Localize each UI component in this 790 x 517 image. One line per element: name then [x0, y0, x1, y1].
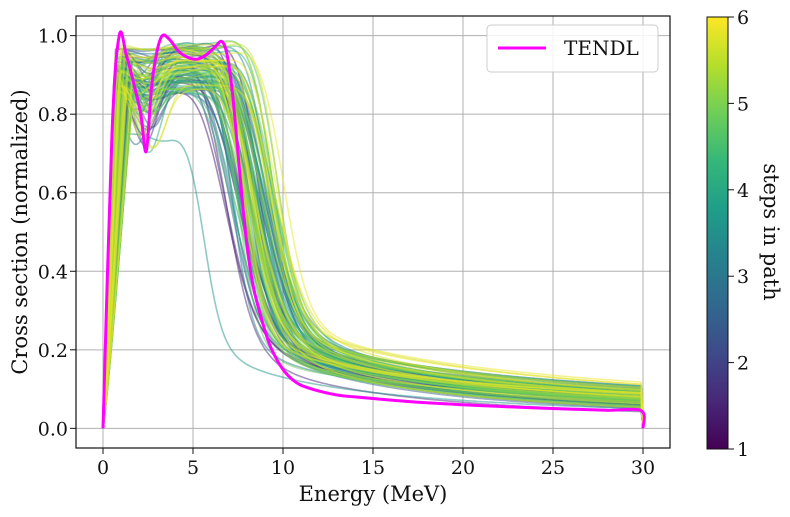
y-tick-label: 0.6: [38, 183, 68, 205]
ensemble-curves: [102, 40, 644, 429]
colorbar-tick-label: 5: [737, 93, 749, 115]
ensemble-curve: [102, 52, 644, 429]
x-tick-label: 0: [97, 457, 109, 479]
colorbar-tick-label: 2: [737, 353, 749, 375]
y-axis-label: Cross section (normalized): [8, 89, 32, 374]
colorbar-ticks: 1 2 3 4 5 6: [728, 7, 749, 461]
legend: TENDL: [486, 24, 659, 73]
legend-box: [486, 24, 659, 73]
ensemble-curve: [102, 64, 644, 429]
y-tick-label: 0.0: [38, 418, 68, 440]
colorbar-bar: [706, 16, 729, 450]
x-tick-label: 10: [271, 457, 295, 479]
y-tick-label: 1.0: [38, 26, 68, 48]
colorbar-label: steps in path: [759, 163, 783, 300]
colorbar-tick-label: 1: [737, 439, 749, 461]
x-axis-label: Energy (MeV): [299, 482, 448, 506]
tendl-series: [101, 30, 646, 429]
colorbar: 1 2 3 4 5 6 steps in path: [706, 7, 783, 461]
tendl-line: [101, 30, 646, 429]
x-tick-label: 5: [187, 457, 199, 479]
x-tick-label: 15: [361, 457, 385, 479]
ensemble-curve: [102, 41, 644, 429]
colorbar-tick-label: 3: [737, 266, 749, 288]
y-tick-label: 0.4: [38, 261, 68, 283]
legend-tendl-label: TENDL: [564, 36, 639, 60]
y-tick-label: 0.8: [38, 104, 68, 126]
ensemble-curve: [102, 133, 644, 429]
colorbar-tick-label: 4: [737, 180, 749, 202]
ensemble-curve: [102, 59, 644, 429]
x-tick-label: 25: [541, 457, 565, 479]
x-tick-label: 20: [451, 457, 475, 479]
x-tick-label: 30: [631, 457, 655, 479]
ensemble-curve: [102, 46, 644, 429]
colorbar-tick-label: 6: [737, 7, 749, 29]
x-axis: 0 5 10 15 20 25 30: [97, 448, 655, 479]
y-axis: 0.0 0.2 0.4 0.6 0.8 1.0: [38, 26, 76, 440]
y-tick-label: 0.2: [38, 340, 68, 362]
